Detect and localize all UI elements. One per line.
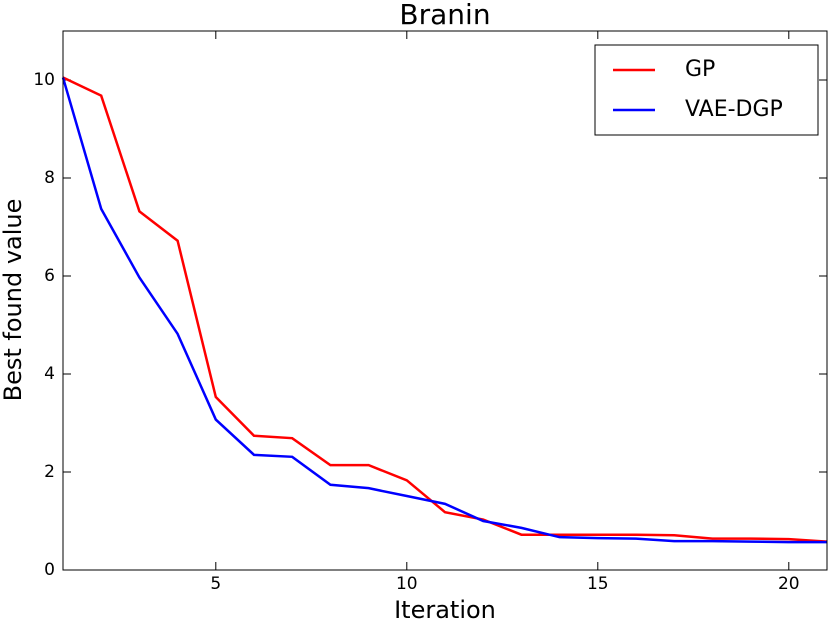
legend-box (594, 44, 819, 136)
y-axis-label: Best found value (0, 199, 27, 402)
x-axis-label: Iteration (394, 596, 496, 624)
y-tick-label: 0 (44, 560, 55, 580)
y-tick-label: 2 (44, 462, 55, 482)
x-tick-label: 15 (587, 574, 609, 594)
y-tick-label: 6 (44, 266, 55, 286)
legend-label: GP (685, 57, 715, 82)
x-tick-label: 10 (396, 574, 418, 594)
data-line (61, 77, 827, 544)
x-tick-label: 5 (210, 574, 221, 594)
x-tick-label: 20 (778, 574, 800, 594)
legend-label: VAE-DGP (685, 97, 783, 122)
plot-frame (62, 30, 828, 571)
chart-title: Branin (399, 0, 490, 31)
y-tick-label: 4 (44, 364, 55, 384)
y-tick-label: 8 (44, 168, 55, 188)
data-line (62, 76, 828, 543)
y-tick-label: 10 (33, 70, 55, 90)
